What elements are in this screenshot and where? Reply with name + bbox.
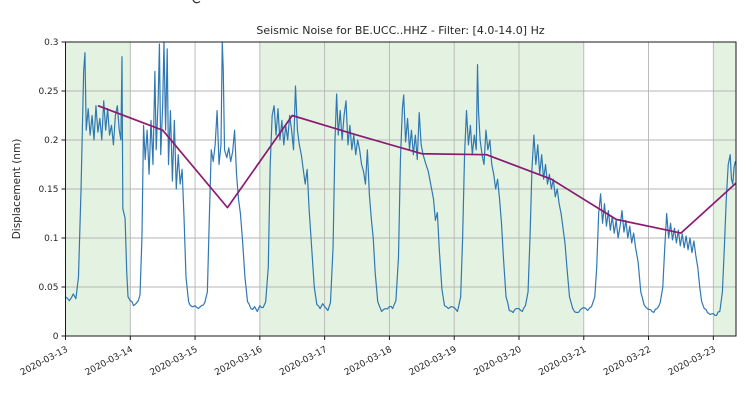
y-tick-label: 0.25 [38,87,58,97]
x-tick-label: 2020-03-21 [537,345,588,378]
y-tick-label: 0 [53,332,59,342]
x-tick-label: 2020-03-19 [408,345,459,379]
x-tick-label: 2020-03-18 [343,345,394,379]
x-tick-label: 2020-03-13 [19,345,70,378]
y-tick-label: 0.3 [44,38,58,48]
y-tick-label: 0.05 [38,283,58,293]
cropped-text-artifact [192,0,201,4]
x-tick-label: 2020-03-22 [602,345,653,378]
x-tick-label: 2020-03-17 [278,345,329,378]
x-tick-label: 2020-03-15 [149,345,200,378]
x-tick-label: 2020-03-14 [84,345,135,379]
y-tick-label: 0.2 [44,136,58,146]
noise-series-line [65,41,737,317]
x-tick-label: 2020-03-20 [473,345,524,379]
y-axis: 0 0.05 0.1 0.15 0.2 0.25 0.3 [38,38,66,342]
x-axis: 2020-03-13 2020-03-14 2020-03-15 2020-03-16… [19,336,718,378]
chart-title: Seismic Noise for BE.UCC..HHZ - Filter: … [256,24,545,37]
median-series-line [97,104,737,234]
x-tick-label: 2020-03-23 [667,345,718,378]
x-tick-label: 2020-03-16 [213,345,264,379]
y-tick-label: 0.15 [38,185,58,195]
y-tick-label: 0.1 [44,234,58,244]
